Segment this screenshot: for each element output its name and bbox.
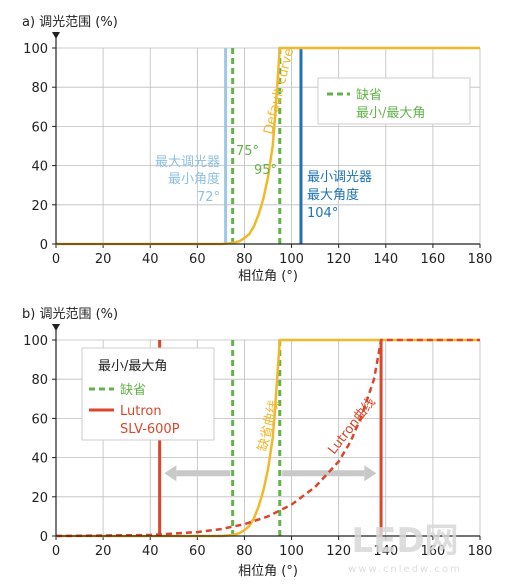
grid-a: [56, 47, 481, 244]
axes-a: [55, 38, 480, 245]
range-arrow-head-0: [164, 465, 177, 482]
x-tick-label: 0: [52, 252, 60, 267]
panel-b-title: b) 调光范围 (%): [22, 307, 118, 322]
x-tick-label: 40: [142, 544, 159, 559]
ticks-b: 0 20 40 60 80 100 120 140 160 180 0 20 40 60 80 100: [23, 334, 492, 559]
default-curve-line: [56, 46, 480, 246]
x-tick-label: 80: [236, 544, 253, 559]
x-tick-label: 60: [189, 252, 206, 267]
y-axis-arrow-b: [52, 324, 60, 331]
y-tick-label: 20: [31, 491, 48, 506]
legend-b-label-3: SLV-600P: [120, 422, 180, 437]
y-tick-label: 100: [23, 334, 48, 349]
panel-a-title: a) 调光范围 (%): [22, 15, 118, 30]
y-tick-label: 0: [40, 238, 48, 253]
legend-b-title: 最小/最大角: [98, 359, 167, 374]
x-tick-label: 100: [279, 544, 304, 559]
max-dimmer-deg: 72°: [197, 190, 220, 205]
x-axis-label-a: 相位角 (°): [238, 269, 298, 284]
x-tick-label: 120: [326, 544, 351, 559]
legend-a-box: [317, 77, 471, 125]
panel-a: a) 调光范围 (%) 0 20 40 60 80 100 120 140 160 180 0 20 4…: [22, 15, 492, 284]
y-tick-label: 20: [31, 199, 48, 214]
x-tick-label: 160: [420, 544, 445, 559]
legend-b-label-1: 缺省: [120, 383, 146, 398]
legend-b: 最小/最大角 缺省 Lutron SLV-600P: [81, 347, 215, 441]
lutron-curve-label: Lutron曲线: [325, 395, 378, 458]
watermark-url: www.cnledw.com: [348, 564, 462, 575]
x-tick-label: 140: [373, 252, 398, 267]
x-tick-label: 120: [326, 252, 351, 267]
min-dimmer-deg: 104°: [307, 206, 338, 221]
min-dimmer-label-2: 最大角度: [307, 187, 359, 203]
y-tick-label: 80: [31, 373, 48, 388]
watermark-logo: LED网: [351, 521, 458, 561]
x-tick-label: 160: [420, 252, 445, 267]
axes-b: [55, 330, 480, 537]
y-tick-label: 40: [31, 452, 48, 467]
x-tick-label: 180: [468, 544, 493, 559]
y-tick-label: 80: [31, 81, 48, 96]
deg75-label: 75°: [236, 144, 259, 159]
min-dimmer-label-1: 最小调光器: [307, 170, 372, 185]
max-dimmer-label-1: 最大调光器: [155, 155, 220, 170]
x-tick-label: 80: [236, 252, 253, 267]
legend-b-label-2: Lutron: [120, 404, 162, 419]
legend-a-label-2: 最小/最大角: [356, 106, 425, 121]
watermark: LED网 www.cnledw.com: [348, 521, 462, 575]
lutron-curve-line: [55, 338, 480, 538]
y-axis-arrow-a: [52, 32, 60, 39]
y-tick-label: 60: [31, 412, 48, 427]
y-tick-label: 60: [31, 120, 48, 135]
range-arrow-head-1: [364, 465, 377, 482]
default-curve-line-b: [56, 338, 480, 538]
x-tick-label: 40: [142, 252, 159, 267]
ticks-a: 0 20 40 60 80 100 120 140 160 180 0 20 40 60 80 100: [23, 42, 492, 267]
x-tick-label: 100: [279, 252, 304, 267]
legend-b-box: [81, 347, 215, 441]
max-dimmer-label-2: 最小角度: [168, 171, 220, 187]
x-tick-label: 0: [52, 544, 60, 559]
y-tick-label: 100: [23, 42, 48, 57]
x-tick-label: 20: [95, 252, 112, 267]
range-arrows: [164, 465, 377, 482]
x-tick-label: 180: [468, 252, 493, 267]
y-tick-label: 0: [40, 530, 48, 545]
x-tick-label: 20: [95, 544, 112, 559]
x-tick-label: 140: [373, 544, 398, 559]
y-tick-label: 40: [31, 160, 48, 175]
x-axis-label-b: 相位角 (°): [238, 564, 298, 579]
legend-a: 缺省 最小/最大角: [317, 77, 471, 125]
x-tick-label: 60: [189, 544, 206, 559]
deg95-label: 95°: [254, 163, 277, 178]
legend-a-label-1: 缺省: [356, 88, 382, 103]
